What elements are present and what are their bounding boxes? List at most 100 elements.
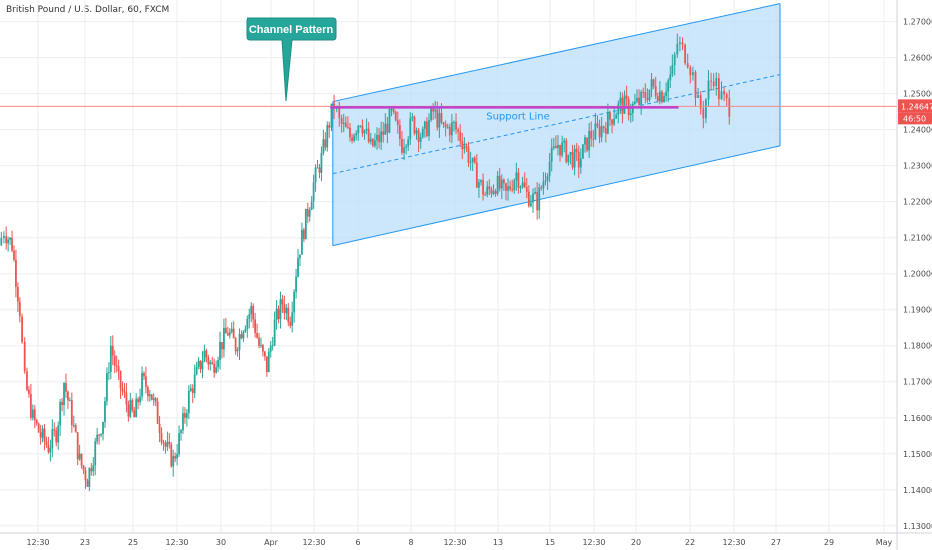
candle-body bbox=[577, 151, 580, 168]
candle-body bbox=[365, 128, 368, 131]
candle-body bbox=[467, 147, 470, 163]
x-tick-label: 22 bbox=[685, 538, 695, 547]
candle-body bbox=[720, 91, 723, 100]
y-tick-label: 1.21000 bbox=[903, 234, 932, 243]
candle-body bbox=[15, 259, 17, 288]
candle-body bbox=[102, 421, 104, 434]
candle-body bbox=[652, 79, 655, 86]
candle-body bbox=[86, 480, 89, 487]
candle-body bbox=[667, 80, 670, 92]
candle-body bbox=[340, 118, 343, 124]
candle-body bbox=[398, 125, 401, 139]
candle-body bbox=[182, 413, 184, 431]
candle-body bbox=[559, 144, 561, 156]
candle-body bbox=[446, 126, 449, 128]
candle-body bbox=[301, 229, 303, 255]
candle-body bbox=[509, 186, 512, 190]
candle-body bbox=[702, 108, 705, 119]
candle-body bbox=[139, 396, 141, 403]
candle-body bbox=[184, 413, 186, 418]
candle-body bbox=[392, 109, 395, 112]
candle-body bbox=[209, 362, 212, 365]
candle-body bbox=[623, 95, 626, 114]
symbol-title: British Pound / U.S. Dollar, 60, FXCM bbox=[6, 5, 170, 15]
candle-body bbox=[141, 372, 143, 397]
candle-body bbox=[498, 175, 501, 189]
candle-body bbox=[463, 146, 466, 150]
channel-mid-line bbox=[332, 74, 781, 175]
candle-body bbox=[195, 366, 198, 375]
candle-body bbox=[51, 429, 54, 448]
candle-body bbox=[293, 291, 296, 313]
candle-body bbox=[96, 434, 99, 442]
candle-body bbox=[55, 430, 58, 443]
candle-body bbox=[162, 442, 165, 444]
candle-body bbox=[494, 191, 497, 194]
candle-body bbox=[561, 142, 564, 156]
candle-body bbox=[281, 299, 284, 305]
candle-body bbox=[428, 120, 430, 137]
candle-body bbox=[152, 398, 155, 400]
candle-body bbox=[191, 388, 194, 394]
candle-body bbox=[342, 122, 345, 124]
candle-body bbox=[388, 109, 391, 133]
y-tick-label: 1.15000 bbox=[903, 450, 932, 459]
candle-body bbox=[254, 319, 257, 334]
x-tick-label: 15 bbox=[545, 538, 555, 547]
candle-body bbox=[35, 420, 38, 424]
candle-body bbox=[374, 140, 376, 146]
candle-body bbox=[505, 183, 507, 191]
candle-body bbox=[213, 363, 216, 373]
candle-body bbox=[697, 95, 699, 98]
candle-body bbox=[90, 468, 93, 472]
candle-body bbox=[23, 342, 26, 372]
candle-body bbox=[380, 131, 383, 143]
candle-body bbox=[600, 126, 603, 138]
candle-body bbox=[538, 187, 541, 211]
candle-body bbox=[265, 356, 268, 373]
candle-body bbox=[180, 430, 182, 434]
candle-body bbox=[168, 441, 171, 445]
candle-body bbox=[588, 131, 591, 151]
x-tick-label: 13 bbox=[493, 538, 503, 547]
candle-body bbox=[94, 441, 97, 466]
candle-body bbox=[11, 237, 13, 251]
candle-body bbox=[135, 398, 138, 418]
candle-body bbox=[442, 122, 445, 125]
candle-body bbox=[199, 360, 202, 370]
candle-body bbox=[146, 387, 149, 397]
candle-body bbox=[602, 126, 605, 129]
candle-body bbox=[613, 118, 616, 125]
candle-body bbox=[43, 428, 46, 442]
candle-body bbox=[39, 432, 42, 438]
candle-body bbox=[689, 67, 692, 76]
candle-body bbox=[455, 121, 457, 130]
candle-body bbox=[178, 433, 180, 454]
candle-body bbox=[21, 316, 23, 343]
candle-body bbox=[513, 180, 516, 191]
candle-body bbox=[121, 388, 124, 392]
candle-body bbox=[563, 140, 566, 143]
candle-body bbox=[440, 113, 443, 123]
candle-body bbox=[527, 191, 530, 207]
y-tick-label: 1.24000 bbox=[903, 126, 932, 135]
candle-body bbox=[573, 148, 576, 168]
candle-body bbox=[673, 54, 676, 65]
candle-body bbox=[407, 139, 410, 147]
candle-body bbox=[511, 189, 514, 191]
candle-body bbox=[65, 383, 67, 392]
candle-body bbox=[16, 287, 19, 302]
candle-body bbox=[98, 434, 101, 436]
candle-body bbox=[262, 345, 264, 352]
candle-body bbox=[187, 390, 190, 414]
candle-body bbox=[304, 208, 307, 240]
candle-body bbox=[669, 74, 672, 81]
candle-body bbox=[297, 257, 299, 277]
candle-body bbox=[302, 229, 305, 240]
candle-body bbox=[478, 182, 480, 188]
candle-body bbox=[76, 432, 79, 460]
candle-body bbox=[640, 92, 643, 105]
candle-body bbox=[457, 129, 460, 132]
